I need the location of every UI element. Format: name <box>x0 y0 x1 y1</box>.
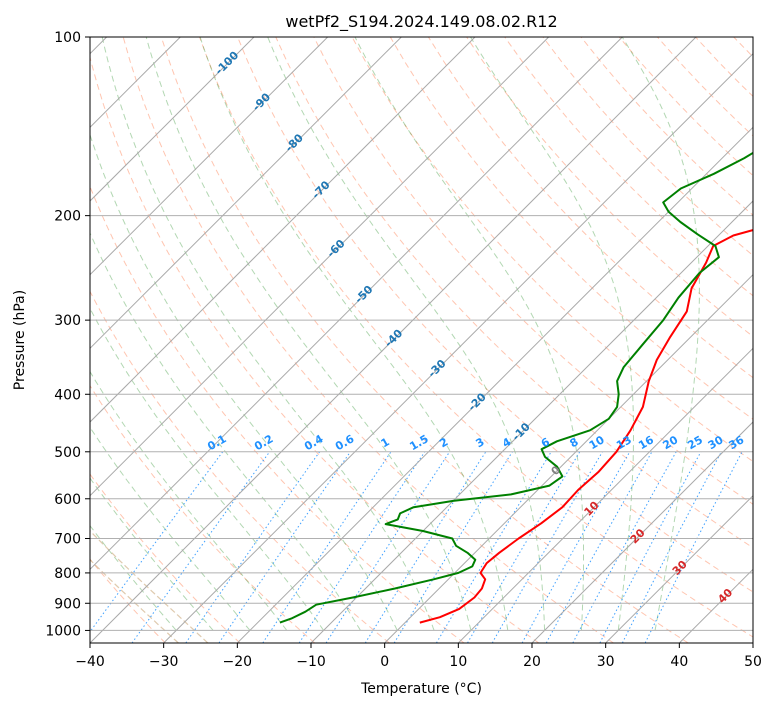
x-tick-label: −20 <box>223 654 253 670</box>
y-tick-label: 500 <box>54 445 81 461</box>
y-tick-label: 1000 <box>45 623 81 639</box>
y-tick-label: 400 <box>54 387 81 403</box>
plot-background <box>90 37 753 643</box>
y-tick-label: 800 <box>54 566 81 582</box>
x-tick-label: −30 <box>149 654 179 670</box>
x-tick-label: 20 <box>523 654 541 670</box>
x-axis-title: Temperature (°C) <box>360 681 482 697</box>
x-tick-label: 0 <box>380 654 389 670</box>
x-tick-label: 30 <box>597 654 615 670</box>
y-tick-label: 100 <box>54 30 81 46</box>
y-tick-label: 600 <box>54 492 81 508</box>
y-tick-label: 700 <box>54 532 81 548</box>
y-tick-label: 200 <box>54 209 81 225</box>
x-tick-label: −10 <box>296 654 326 670</box>
x-tick-label: −40 <box>75 654 105 670</box>
y-tick-label: 900 <box>54 596 81 612</box>
x-tick-label: 40 <box>670 654 688 670</box>
y-tick-label: 300 <box>54 313 81 329</box>
x-tick-label: 10 <box>449 654 467 670</box>
y-axis-title: Pressure (hPa) <box>12 290 28 390</box>
chart-title: wetPf2_S194.2024.149.08.02.R12 <box>285 12 557 32</box>
x-tick-label: 50 <box>744 654 762 670</box>
